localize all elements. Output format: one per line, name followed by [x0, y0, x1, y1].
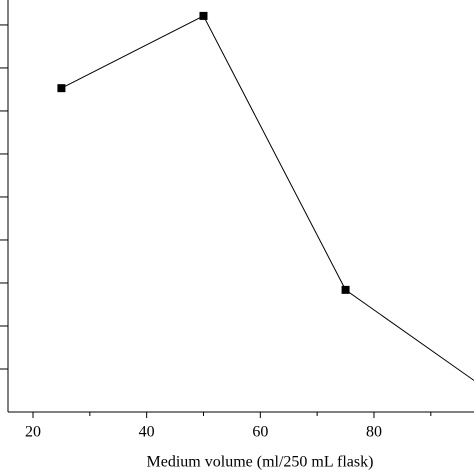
data-point — [341, 285, 350, 294]
data-point — [199, 11, 208, 20]
x-tick-label: 20 — [25, 424, 41, 441]
data-point — [57, 84, 66, 93]
x-tick-label: 80 — [366, 424, 382, 441]
x-tick-label: 60 — [252, 424, 268, 441]
x-tick-label: 40 — [139, 424, 155, 441]
data-line — [61, 15, 474, 382]
plot-area — [57, 11, 474, 382]
x-axis-label: Medium volume (ml/250 mL flask) — [147, 454, 374, 471]
